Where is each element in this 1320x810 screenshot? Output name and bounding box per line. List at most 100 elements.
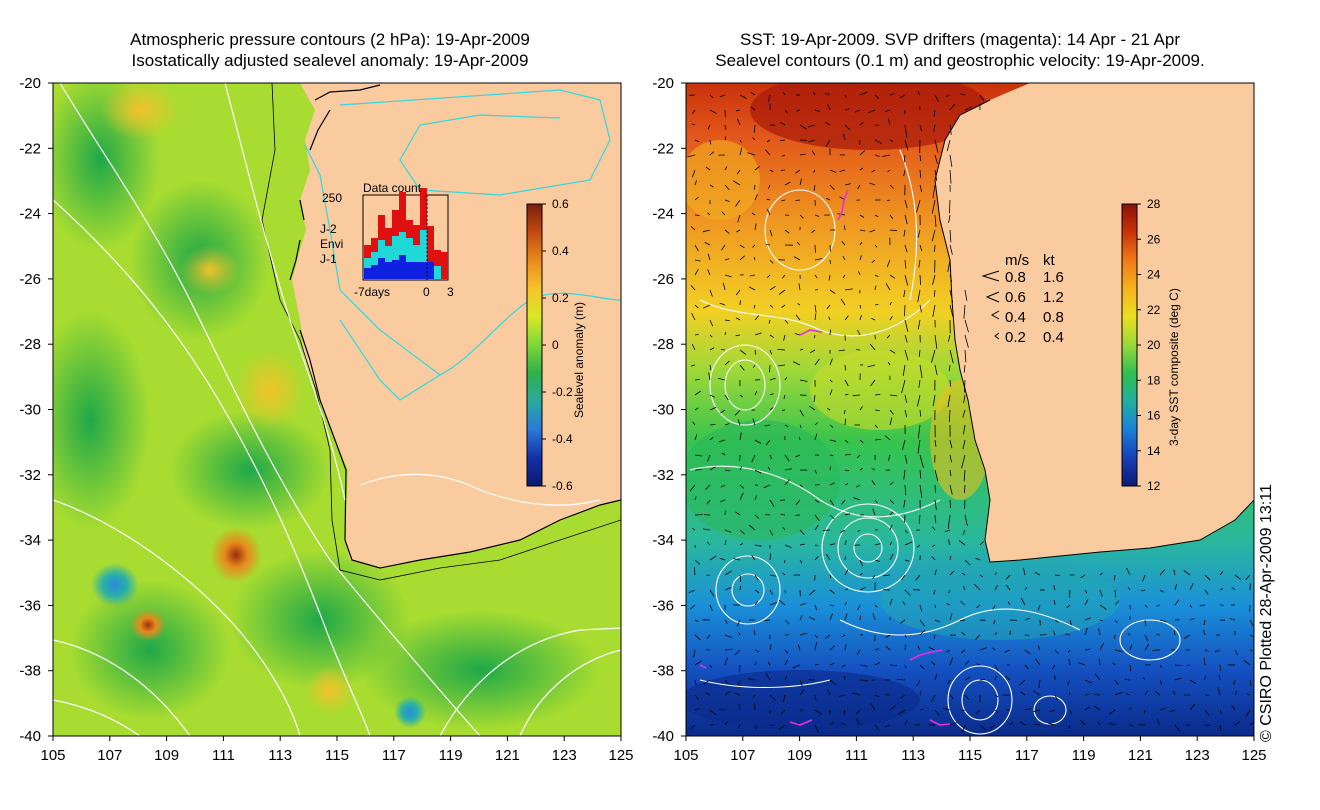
velocity-arrow <box>844 569 849 576</box>
velocity-arrow <box>826 407 831 411</box>
inset-xlabel-start: -7days <box>354 285 390 299</box>
velocity-arrow <box>934 604 937 609</box>
left-x-axis: 105 107 109 111 113 115 117 119 121 123 125 <box>40 736 634 764</box>
velocity-arrow <box>769 724 774 726</box>
left-pressure-contours <box>53 83 621 736</box>
velocity-arrow <box>1124 679 1131 681</box>
velocity-arrow <box>1084 679 1093 684</box>
velocity-arrow <box>871 318 876 321</box>
velocity-arrow <box>976 663 981 666</box>
velocity-arrow <box>795 454 801 458</box>
velocity-arrow <box>737 118 741 126</box>
velocity-arrow <box>859 314 862 321</box>
velocity-arrow <box>736 229 741 233</box>
inset-xlabel-end: 3 <box>447 285 454 299</box>
y-tick-label: -24 <box>652 206 674 223</box>
velocity-arrow <box>724 679 729 685</box>
velocity-arrow <box>1112 662 1116 666</box>
velocity-arrow <box>829 721 834 726</box>
velocity-arrow <box>871 169 876 173</box>
velocity-arrow <box>739 349 747 355</box>
velocity-arrow <box>874 648 880 651</box>
velocity-arrow <box>799 632 808 636</box>
velocity-arrow <box>931 661 936 666</box>
velocity-arrow <box>933 634 936 639</box>
velocity-arrow <box>904 199 908 209</box>
velocity-arrow <box>689 724 696 730</box>
velocity-arrow <box>748 286 756 291</box>
velocity-arrow <box>707 454 711 462</box>
velocity-arrow <box>778 289 786 295</box>
right-map <box>686 83 1254 736</box>
velocity-arrow <box>814 358 820 366</box>
velocity-arrow <box>918 514 921 524</box>
right-x-axis: 105 107 109 111 113 115 117 119 121 123 125 <box>673 736 1267 764</box>
velocity-arrow <box>707 212 711 216</box>
velocity-arrow <box>754 574 759 581</box>
y-tick-label: -34 <box>19 532 41 549</box>
y-tick-label: -38 <box>19 663 41 680</box>
velocity-arrow <box>1159 619 1167 623</box>
velocity-arrow <box>949 289 954 303</box>
velocity-arrow <box>1034 658 1041 666</box>
x-tick-label: 113 <box>901 747 925 764</box>
velocity-arrow <box>964 349 967 363</box>
velocity-arrow <box>709 347 715 351</box>
velocity-arrow <box>799 153 806 156</box>
velocity-arrow <box>1231 705 1236 711</box>
velocity-arrow <box>934 619 941 623</box>
velocity-arrow <box>694 634 701 641</box>
velocity-arrow <box>1024 664 1029 670</box>
velocity-arrow <box>919 708 924 711</box>
velocity-arrow <box>949 499 951 509</box>
velocity-arrow <box>844 483 848 486</box>
colorbar-tick-label: 0.2 <box>552 291 569 305</box>
x-tick-label: 119 <box>439 747 463 764</box>
velocity-arrow <box>1169 709 1176 713</box>
velocity-arrow <box>754 724 757 730</box>
velocity-arrow <box>994 694 999 698</box>
velocity-arrow <box>1024 649 1031 655</box>
velocity-arrow <box>829 389 833 396</box>
velocity-arrow <box>904 319 909 332</box>
velocity-arrow <box>859 304 862 309</box>
velocity-arrow <box>904 349 909 361</box>
velocity-arrow <box>764 149 771 156</box>
left-y-axis: -20 -22 -24 -26 -28 -30 -32 -34 -36 -38 -40 <box>19 75 53 745</box>
velocity-arrow <box>753 256 756 261</box>
y-tick-label: -28 <box>652 336 674 353</box>
velocity-arrow <box>917 90 921 96</box>
velocity-arrow <box>1141 589 1146 592</box>
velocity-arrow <box>843 133 846 141</box>
velocity-arrow <box>949 722 958 726</box>
velocity-arrow <box>979 679 986 681</box>
velocity-arrow <box>1144 634 1149 642</box>
velocity-arrow <box>798 283 801 291</box>
speed-legend-ms-header: m/s <box>1005 252 1029 269</box>
velocity-arrow <box>814 556 819 561</box>
velocity-arrow <box>889 394 898 397</box>
velocity-arrow <box>889 214 894 219</box>
velocity-arrow <box>859 255 862 261</box>
velocity-arrow <box>1127 632 1131 636</box>
velocity-arrow <box>1038 679 1041 688</box>
velocity-arrow <box>1108 722 1116 726</box>
velocity-arrow <box>1126 567 1131 576</box>
velocity-arrow <box>949 657 953 666</box>
velocity-arrow <box>959 619 966 622</box>
velocity-arrow <box>826 553 831 561</box>
velocity-arrow <box>691 312 696 321</box>
velocity-arrow <box>724 469 731 472</box>
speed-legend-kt: 0.4 <box>1043 329 1064 346</box>
velocity-arrow <box>769 285 776 291</box>
y-tick-label: -28 <box>19 336 41 353</box>
velocity-arrow <box>859 167 864 171</box>
velocity-arrow <box>724 648 733 651</box>
velocity-arrow <box>739 664 741 673</box>
velocity-arrow <box>857 529 861 533</box>
velocity-arrow <box>829 645 835 651</box>
velocity-arrow <box>1219 664 1222 671</box>
velocity-arrow <box>829 482 835 486</box>
velocity-arrow <box>979 647 987 651</box>
velocity-arrow <box>889 93 894 96</box>
